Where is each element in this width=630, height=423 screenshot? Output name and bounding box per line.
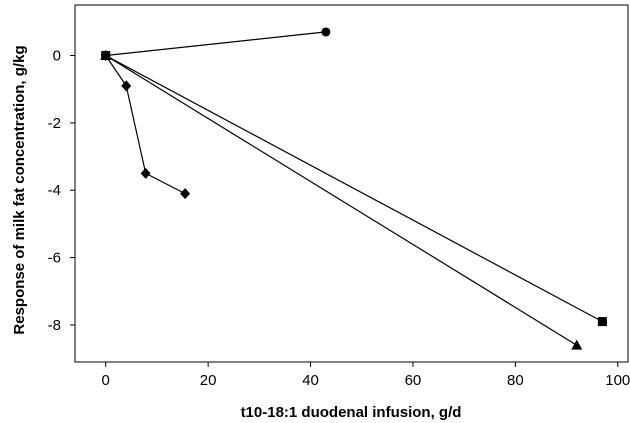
- x-tick-label: 80: [507, 372, 524, 389]
- circle-point: [321, 27, 331, 37]
- x-axis: 0 20 40 60 80 100: [102, 362, 630, 389]
- triangle-point: [100, 50, 112, 61]
- y-axis: 0 -2 -4 -6 -8: [48, 48, 75, 334]
- y-tick-label: -6: [48, 250, 61, 267]
- series-triangle: [100, 50, 583, 350]
- y-tick-label: -8: [48, 317, 61, 334]
- x-tick-label: 100: [605, 372, 630, 389]
- series-circle: [101, 27, 331, 61]
- series-line: [105, 55, 186, 195]
- x-tick-label: 20: [200, 372, 217, 389]
- x-tick-label: 60: [405, 372, 422, 389]
- triangle-point: [571, 339, 583, 350]
- series-line: [105, 31, 326, 57]
- x-tick-label: 40: [302, 372, 319, 389]
- diamond-point: [121, 80, 132, 92]
- series-diamond: [100, 50, 191, 200]
- plot-area: [74, 4, 629, 363]
- x-axis-label: t10-18:1 duodenal infusion, g/d: [241, 404, 462, 421]
- series-square: [101, 51, 607, 327]
- series-line: [105, 54, 578, 346]
- series-layer: [100, 27, 607, 350]
- series-line: [105, 54, 603, 323]
- diamond-point: [140, 167, 151, 179]
- y-tick-label: -4: [48, 182, 61, 199]
- x-tick-label: 0: [102, 372, 110, 389]
- y-axis-label: Response of milk fat concentration, g/kg: [11, 45, 28, 334]
- y-tick-label: 0: [53, 48, 61, 65]
- square-point: [597, 317, 607, 327]
- diamond-point: [180, 188, 191, 200]
- y-tick-label: -2: [48, 115, 61, 132]
